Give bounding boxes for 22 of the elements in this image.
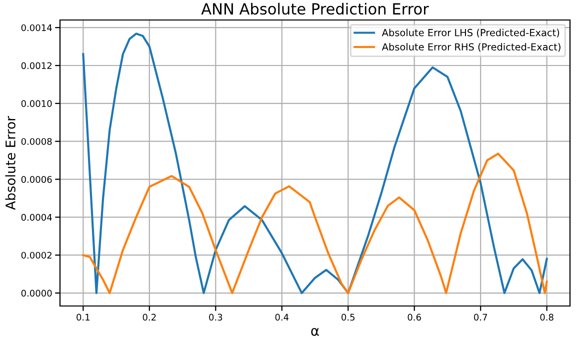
y-tick-label: 0.0000 — [21, 290, 52, 297]
y-tick-label: 0.0010 — [21, 100, 52, 107]
y-tick-label: 0.0002 — [21, 252, 52, 259]
x-tick-label: 0.1 — [76, 314, 90, 321]
x-axis-title: α — [311, 328, 319, 336]
x-tick-label: 0.2 — [142, 314, 156, 321]
y-axis-title: Absolute Error — [5, 116, 16, 210]
x-tick-label: 0.5 — [342, 314, 355, 321]
x-tick-label: 0.8 — [540, 314, 554, 321]
y-tick-label: 0.0008 — [21, 138, 52, 145]
y-tick-label: 0.0004 — [21, 214, 52, 221]
x-tick-label: 0.6 — [408, 314, 421, 321]
legend-label: Absolute Error RHS (Predicted-Exact) — [382, 43, 560, 52]
chart-title: ANN Absolute Prediction Error — [201, 2, 429, 15]
x-tick-label: 0.4 — [275, 314, 289, 321]
x-tick-label: 0.3 — [209, 314, 222, 321]
line-series — [82, 152, 548, 294]
y-tick-label: 0.0012 — [21, 62, 52, 70]
x-tick-label: 0.7 — [474, 314, 487, 321]
legend-label: Absolute Error LHS (Predicted-Exact) — [382, 28, 560, 38]
y-tick-label: 0.0006 — [21, 176, 52, 183]
y-tick-label: 0.0014 — [21, 24, 52, 32]
